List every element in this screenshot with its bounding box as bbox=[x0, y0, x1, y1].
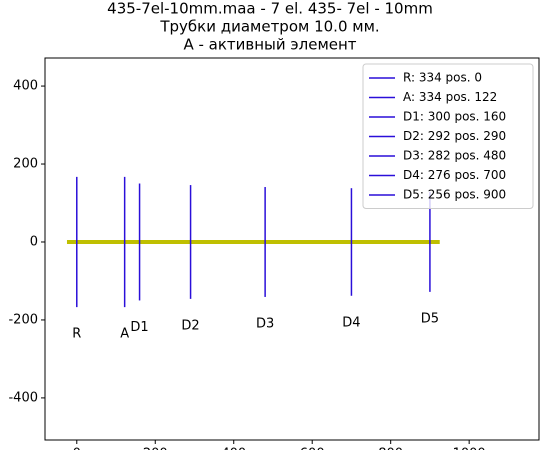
y-tick-label: -200 bbox=[8, 312, 38, 327]
x-tick-label: 0 bbox=[73, 447, 81, 450]
y-tick-label: 400 bbox=[13, 79, 38, 94]
element-label: A bbox=[120, 327, 129, 342]
element-label: D5 bbox=[421, 311, 439, 326]
element-label: D4 bbox=[342, 315, 360, 330]
legend-label: D1: 300 pos. 160 bbox=[403, 110, 506, 124]
y-tick-label: 200 bbox=[13, 157, 38, 172]
y-tick-label: 0 bbox=[30, 234, 38, 249]
legend-label: D4: 276 pos. 700 bbox=[403, 168, 506, 182]
legend-label: D3: 282 pos. 480 bbox=[403, 149, 506, 163]
legend-box bbox=[362, 63, 534, 209]
legend-label: D2: 292 pos. 290 bbox=[403, 129, 506, 143]
legend-label: R: 334 pos. 0 bbox=[403, 71, 482, 85]
x-tick-label: 1000 bbox=[453, 447, 486, 450]
x-tick-label: 800 bbox=[378, 447, 403, 450]
element-label: R bbox=[72, 327, 81, 342]
chart-title: Трубки диаметром 10.0 мм. bbox=[159, 18, 379, 36]
x-tick-label: 200 bbox=[143, 447, 168, 450]
x-tick-label: 400 bbox=[221, 447, 246, 450]
chart-title: 435-7el-10mm.maa - 7 el. 435- 7el - 10mm bbox=[107, 0, 433, 18]
y-tick-label: -400 bbox=[8, 390, 38, 405]
element-label: D3 bbox=[256, 316, 274, 331]
x-tick-label: 600 bbox=[300, 447, 325, 450]
element-label: D1 bbox=[130, 320, 148, 335]
legend-label: A: 334 pos. 122 bbox=[403, 90, 497, 104]
legend-label: D5: 256 pos. 900 bbox=[403, 188, 506, 202]
axes-frame bbox=[44, 57, 540, 441]
element-label: D2 bbox=[181, 318, 199, 333]
chart-title: A - активный элемент bbox=[183, 36, 356, 54]
